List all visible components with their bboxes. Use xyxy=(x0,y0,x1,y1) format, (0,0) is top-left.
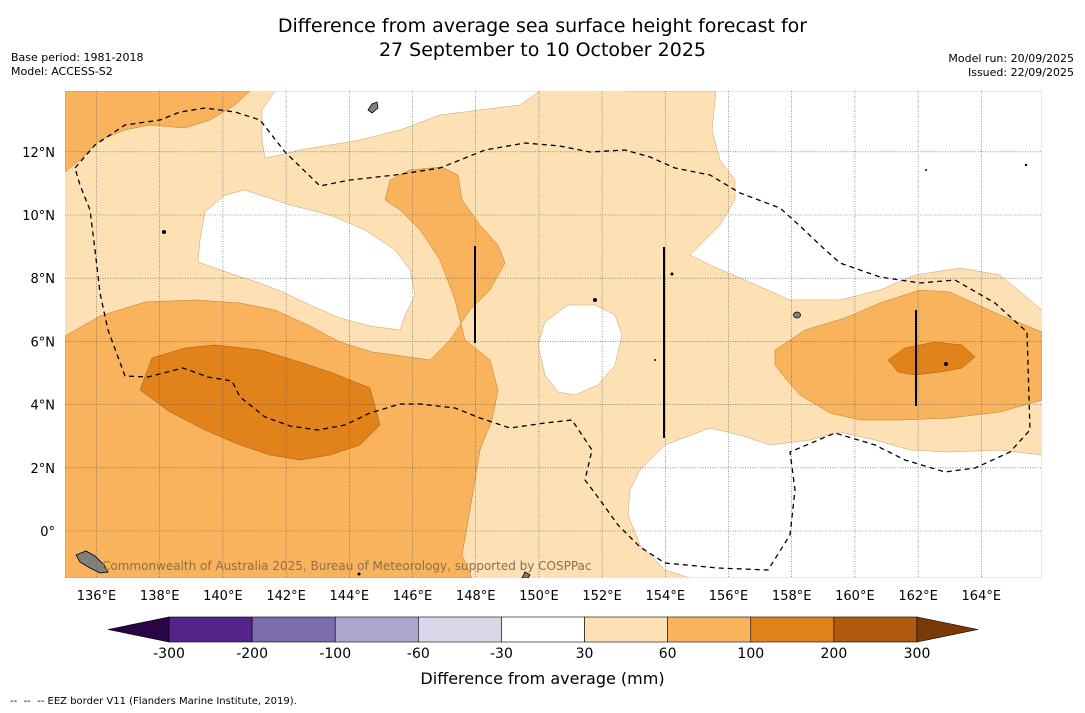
metadata-right: Model run: 20/09/2025 Issued: 22/09/2025 xyxy=(948,52,1074,80)
title-line-1: Difference from average sea surface heig… xyxy=(277,15,808,37)
lon-label-150: 150°E xyxy=(519,589,559,604)
metadata-left: Base period: 1981-2018 Model: ACCESS-S2 xyxy=(11,51,143,79)
island-east xyxy=(793,311,801,319)
colorbar-tick-7: 100 xyxy=(737,646,764,662)
lon-label-138: 138°E xyxy=(140,589,180,604)
colorbar-segment-1 xyxy=(251,616,336,643)
neutral-region-south xyxy=(627,427,1042,578)
lon-label-136: 136°E xyxy=(77,589,117,604)
neutral-region-north xyxy=(261,91,541,159)
lon-label-152: 152°E xyxy=(582,589,622,604)
island-south xyxy=(521,571,531,578)
lon-label-158: 158°E xyxy=(772,589,812,604)
lat-label-8: 8°N xyxy=(31,272,56,287)
colorbar-tick-0: -300 xyxy=(153,646,185,662)
neutral-region-west xyxy=(197,189,416,331)
map-panel: Commonwealth of Australia 2025, Bureau o… xyxy=(65,91,1042,578)
colorbar-tick-6: 60 xyxy=(659,646,677,662)
colorbar-segment-0 xyxy=(168,616,253,643)
colorbar-segment-3 xyxy=(418,616,502,643)
colorbar-segment-6 xyxy=(667,616,752,643)
islet-5 xyxy=(1024,163,1028,167)
islet-8 xyxy=(357,572,361,576)
lat-label-12: 12°N xyxy=(22,146,55,161)
colorbar-tick-9: 300 xyxy=(904,646,931,662)
lon-label-144: 144°E xyxy=(330,589,370,604)
latitude-labels: 0° 2°N 4°N 6°N 8°N 10°N 12°N xyxy=(22,146,55,540)
neutral-region-center xyxy=(537,304,623,396)
colorbar-segment-4 xyxy=(501,616,585,643)
colorbar-tick-3: -60 xyxy=(407,646,430,662)
islet-1 xyxy=(162,230,166,234)
islet-3 xyxy=(670,272,674,276)
eez-border-west xyxy=(74,107,1031,571)
lon-label-156: 156°E xyxy=(709,589,749,604)
lon-label-162: 162°E xyxy=(898,589,938,604)
lat-label-10: 10°N xyxy=(22,209,55,224)
island-north xyxy=(367,101,379,114)
colorbar-label: Difference from average (mm) xyxy=(420,669,665,688)
islet-6 xyxy=(925,169,927,171)
colorbar-tick-5: 30 xyxy=(576,646,594,662)
lat-label-6: 6°N xyxy=(31,335,56,350)
colorbar-segment-5 xyxy=(584,616,668,643)
colorbar-segment-8 xyxy=(833,616,918,643)
colorbar-segment-2 xyxy=(334,616,419,643)
lon-label-146: 146°E xyxy=(393,589,433,604)
colorbar-over-arrow xyxy=(916,616,979,643)
lon-label-148: 148°E xyxy=(456,589,496,604)
map-title: Difference from average sea surface heig… xyxy=(0,14,1085,62)
credit-text: Commonwealth of Australia 2025, Bureau o… xyxy=(102,559,592,573)
title-line-2: 27 September to 10 October 2025 xyxy=(378,39,707,61)
lon-label-160: 160°E xyxy=(835,589,875,604)
colorbar: -300 -200 -100 -60 -30 30 60 100 200 300 xyxy=(107,616,979,662)
longitude-labels: 136°E 138°E 140°E 142°E 144°E 146°E 148°E 150°E… xyxy=(77,589,1001,604)
colorbar-segment-7 xyxy=(750,616,835,643)
eez-footnote: -- -- -- EEZ border V11 (Flanders Marine… xyxy=(10,696,297,707)
base-period: Base period: 1981-2018 xyxy=(11,51,144,64)
islet-4 xyxy=(944,362,948,366)
colorbar-tick-1: -200 xyxy=(236,646,268,662)
gridlines xyxy=(65,91,1042,578)
colorbar-tick-2: -100 xyxy=(319,646,351,662)
model-name: Model: ACCESS-S2 xyxy=(11,65,113,78)
lon-label-154: 154°E xyxy=(646,589,686,604)
colorbar-tick-8: 200 xyxy=(821,646,848,662)
band-100-200-east xyxy=(887,341,976,376)
band-60-100-northwest xyxy=(65,91,251,173)
new-guinea-land xyxy=(75,550,109,574)
lon-label-140: 140°E xyxy=(203,589,243,604)
lat-label-2: 2°N xyxy=(31,462,56,477)
neutral-region-north-east xyxy=(625,91,1042,311)
colorbar-tick-4: -30 xyxy=(490,646,513,662)
lat-label-0: 0° xyxy=(40,525,55,540)
colorbar-under-arrow xyxy=(107,616,170,643)
lat-label-4: 4°N xyxy=(31,399,56,414)
islet-2 xyxy=(593,298,597,302)
islet-7 xyxy=(654,359,656,361)
issued-date: Issued: 22/09/2025 xyxy=(967,66,1074,79)
model-run: Model run: 20/09/2025 xyxy=(948,52,1074,65)
lon-label-164: 164°E xyxy=(962,589,1002,604)
lon-label-142: 142°E xyxy=(266,589,306,604)
